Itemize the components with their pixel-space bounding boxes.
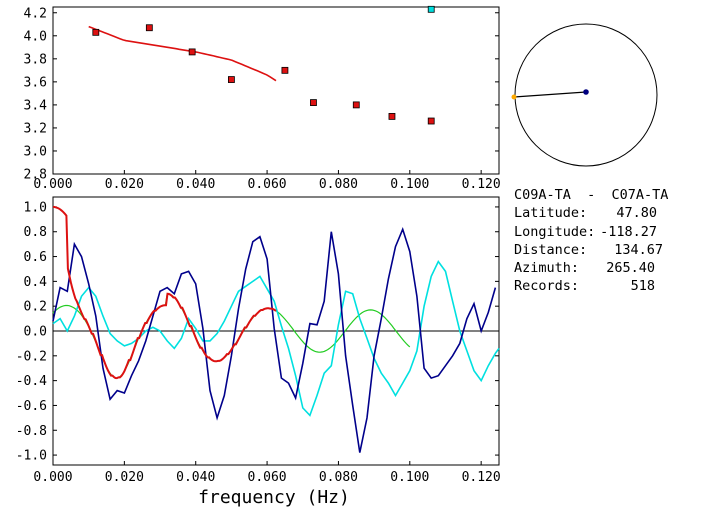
bottom-x-tick-label: 0.000 [33, 470, 72, 485]
top-x-tick-label: 0.000 [33, 177, 72, 192]
dispersion-point [310, 99, 317, 106]
bottom-x-tick-label: 0.040 [176, 470, 215, 485]
series-cyan [52, 259, 500, 417]
station-pair: C09A-TA - C07A-TA [514, 187, 669, 203]
bottom-x-tick-label: 0.060 [248, 470, 287, 485]
bottom-y-tick-label: 0.8 [24, 225, 47, 240]
dispersion-point [427, 117, 435, 125]
bottom-x-tick-label: 0.080 [319, 470, 358, 485]
dispersion-point [227, 76, 235, 83]
top-y-tick-label: 3.8 [24, 52, 47, 67]
info-row-distance: Distance: 134.67 [514, 241, 663, 258]
bottom-x-tick-label: 0.100 [390, 470, 429, 485]
dispersion-point [352, 101, 360, 109]
info-row-longitude: Longitude: -118.27 [514, 223, 657, 240]
bottom-x-tick-label: 0.020 [105, 470, 144, 485]
top-x-tick-label: 0.120 [462, 177, 501, 192]
dispersion-outlier-point [427, 5, 435, 13]
bottom-y-tick-label: -1.0 [16, 449, 47, 464]
dispersion-point [92, 28, 100, 36]
correlation-series [52, 205, 500, 453]
bottom-y-tick-label: 0.0 [24, 325, 47, 340]
top-x-tick-label: 0.080 [319, 177, 358, 192]
top-y-tick-label: 4.0 [24, 29, 47, 44]
dispersion-point [281, 66, 289, 74]
dispersion-point [188, 48, 196, 56]
dispersion-curve [88, 25, 277, 82]
dispersion-y-axis: 2.8 3.0 3.2 3.4 3.6 3.8 4.0 4.2 [24, 6, 499, 183]
dispersion-curve-group [88, 25, 277, 82]
bottom-y-tick-label: 0.2 [24, 300, 47, 315]
dispersion-x-axis: 0.000 0.020 0.040 0.060 0.080 0.100 0.120 [33, 170, 501, 192]
top-y-tick-label: 3.0 [24, 144, 47, 159]
top-y-tick-label: 3.6 [24, 75, 47, 90]
bottom-y-tick-label: 1.0 [24, 200, 47, 215]
station-dot [511, 94, 517, 100]
top-x-tick-label: 0.040 [176, 177, 215, 192]
correlation-x-axis: 0.000 0.020 0.040 0.060 0.080 0.100 0.120 [33, 461, 501, 485]
x-axis-label: frequency (Hz) [198, 487, 350, 508]
top-x-tick-label: 0.060 [248, 177, 287, 192]
dispersion-points [92, 5, 435, 125]
top-y-tick-label: 2.8 [24, 168, 47, 183]
bottom-y-tick-label: 0.6 [24, 250, 47, 265]
dispersion-point [388, 113, 396, 120]
series-blue [52, 226, 497, 453]
bottom-y-tick-label: -0.4 [16, 374, 47, 389]
dispersion-plot-frame [52, 6, 500, 175]
top-y-tick-label: 4.2 [24, 6, 47, 21]
dispersion-point [145, 24, 153, 32]
correlation-y-axis: -1.0 -0.8 -0.6 -0.4 -0.2 0.0 0.2 0.4 0.6 0.8 1.0 [16, 200, 499, 464]
series-red [52, 205, 277, 380]
top-y-tick-label: 3.4 [24, 98, 48, 113]
top-x-tick-label: 0.100 [390, 177, 429, 192]
bottom-y-tick-label: 0.4 [24, 275, 48, 290]
top-x-tick-label: 0.020 [105, 177, 144, 192]
top-y-tick-label: 3.2 [24, 121, 47, 136]
station-info: C09A-TA - C07A-TA Latitude: 47.80 Longitu… [514, 186, 669, 296]
info-row-records: Records: 518 [514, 278, 655, 295]
azimuth-line [513, 91, 587, 98]
info-row-latitude: Latitude: 47.80 [514, 205, 657, 222]
bottom-x-tick-label: 0.120 [462, 470, 501, 485]
bottom-y-tick-label: -0.8 [16, 424, 47, 439]
bottom-y-tick-label: -0.2 [16, 349, 47, 364]
info-row-azimuth: Azimuth: 265.40 [514, 260, 655, 277]
bottom-y-tick-label: -0.6 [16, 399, 47, 414]
center-dot [583, 89, 589, 95]
